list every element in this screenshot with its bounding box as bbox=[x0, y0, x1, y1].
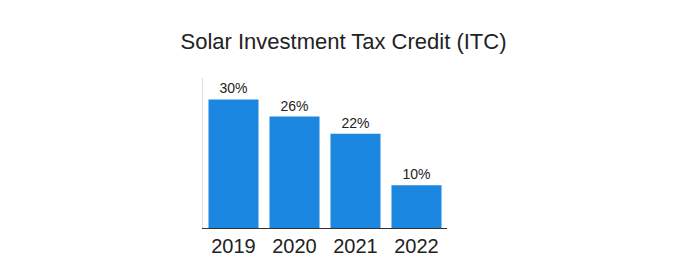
svg-text:2020: 2020 bbox=[272, 235, 317, 257]
svg-text:26%: 26% bbox=[280, 98, 308, 114]
svg-text:Solar Investment Tax Credit (I: Solar Investment Tax Credit (ITC) bbox=[180, 29, 506, 54]
svg-text:2019: 2019 bbox=[211, 235, 256, 257]
svg-text:30%: 30% bbox=[219, 80, 247, 96]
svg-text:2022: 2022 bbox=[394, 235, 439, 257]
svg-text:2021: 2021 bbox=[333, 235, 378, 257]
svg-text:10%: 10% bbox=[402, 166, 430, 182]
svg-text:22%: 22% bbox=[341, 115, 369, 131]
